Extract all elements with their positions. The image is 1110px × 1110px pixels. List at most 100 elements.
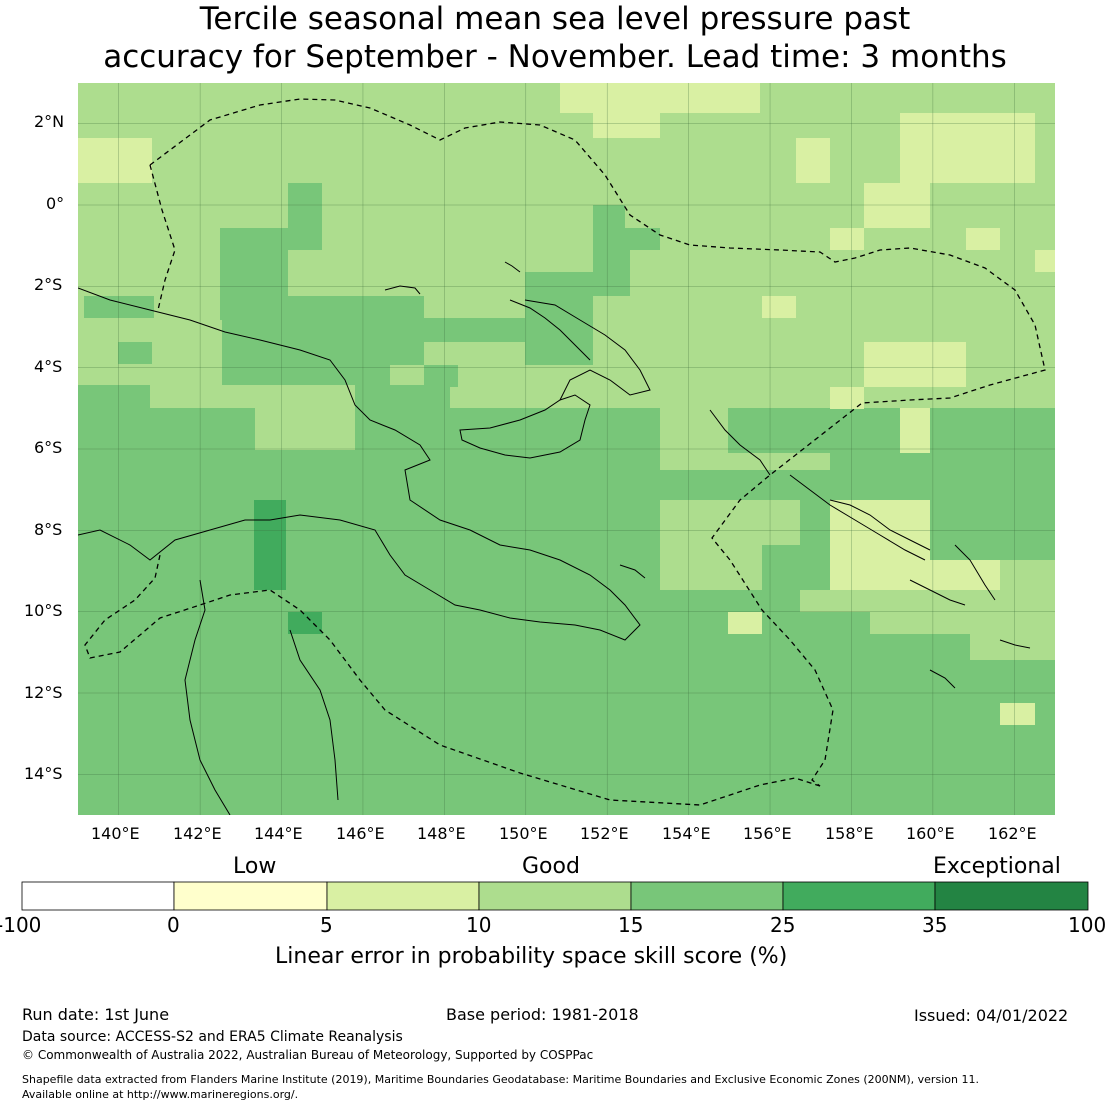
swatch-10-15 xyxy=(478,881,632,911)
medium-skill-patch xyxy=(84,296,154,318)
new-britain-coast xyxy=(524,299,651,401)
colorbar-tick: 25 xyxy=(770,913,796,937)
colorbar-tick: 15 xyxy=(618,913,644,937)
chart-title: Tercile seasonal mean sea level pressure… xyxy=(0,0,1110,76)
very-good-skill-patch xyxy=(254,500,286,590)
lon-tick-label: 152°E xyxy=(580,824,629,843)
small-island xyxy=(999,639,1031,649)
fair-patch xyxy=(830,387,864,409)
lat-tick-label: 4°S xyxy=(34,357,63,376)
fair-patch xyxy=(830,228,864,250)
medium-skill-patch xyxy=(288,183,322,205)
category-good: Good xyxy=(522,854,580,879)
png-eez-west xyxy=(149,164,176,311)
swatch-15-25 xyxy=(630,881,784,911)
category-exceptional: Exceptional xyxy=(933,854,1061,879)
data-source: Data source: ACCESS-S2 and ERA5 Climate … xyxy=(22,1029,403,1045)
fair-patch xyxy=(1035,250,1055,272)
png-eez-outer xyxy=(149,98,1046,787)
colorbar-tick: 5 xyxy=(320,913,333,937)
queensland-coast xyxy=(289,629,339,801)
medium-skill-patch xyxy=(1000,477,1034,499)
fair-patch xyxy=(728,612,762,634)
base-period: Base period: 1981-2018 xyxy=(446,1005,639,1024)
category-low: Low xyxy=(233,854,277,879)
fair-patch xyxy=(560,83,760,113)
title-line-2: accuracy for September - November. Lead … xyxy=(103,39,1007,75)
lon-tick-label: 140°E xyxy=(91,824,140,843)
small-island xyxy=(504,261,521,273)
lon-tick-label: 160°E xyxy=(906,824,955,843)
medium-skill-patch xyxy=(424,365,458,387)
graticule xyxy=(78,83,1055,815)
fair-patch xyxy=(966,228,1000,250)
huon-peninsula-coast xyxy=(459,394,591,459)
lat-tick-label: 10°S xyxy=(24,601,63,620)
medium-skill-region xyxy=(220,205,660,385)
colorbar-tick: 0 xyxy=(167,913,180,937)
guadalcanal-coast xyxy=(909,579,966,606)
copyright: © Commonwealth of Australia 2022, Austra… xyxy=(22,1048,594,1062)
fair-patch xyxy=(864,342,966,387)
colorbar-tick: 10 xyxy=(466,913,492,937)
lon-tick-label: 142°E xyxy=(173,824,222,843)
fair-patch xyxy=(1000,703,1035,725)
shapefile-url: Available online at http://www.marinereg… xyxy=(22,1088,299,1101)
cape-york-coast xyxy=(184,579,231,815)
swatch-25-35 xyxy=(782,881,936,911)
lat-tick-label: 12°S xyxy=(24,683,63,702)
lon-tick-label: 154°E xyxy=(662,824,711,843)
colorbar-tick: 100 xyxy=(1068,913,1107,937)
colorbar-label: Linear error in probability space skill … xyxy=(275,944,788,969)
new-guinea-coast xyxy=(78,287,641,641)
fair-patch xyxy=(864,183,930,228)
lon-tick-label: 158°E xyxy=(825,824,874,843)
malaita-coast xyxy=(954,544,996,601)
fair-patch xyxy=(900,113,1035,183)
medium-skill-patch xyxy=(932,477,966,522)
lat-tick-label: 14°S xyxy=(24,764,63,783)
new-britain-coast-2 xyxy=(509,299,591,361)
lat-tick-label: 2°S xyxy=(34,275,63,294)
swatch-0-5 xyxy=(173,881,328,911)
lon-tick-label: 162°E xyxy=(988,824,1037,843)
fair-patch xyxy=(762,296,796,318)
swatch-5-10 xyxy=(326,881,480,911)
lon-tick-label: 156°E xyxy=(743,824,792,843)
swatch-35-100 xyxy=(934,881,1089,911)
title-line-1: Tercile seasonal mean sea level pressure… xyxy=(199,1,911,37)
issued-date: Issued: 04/01/2022 xyxy=(914,1006,1069,1025)
coastlines xyxy=(78,261,1031,815)
shapefile-credit: Shapefile data extracted from Flanders M… xyxy=(22,1073,979,1086)
lat-tick-label: 6°S xyxy=(34,438,63,457)
lat-tick-label: 8°S xyxy=(34,520,63,539)
small-island xyxy=(619,564,646,579)
very-good-skill-patch xyxy=(288,612,322,634)
medium-skill-patch xyxy=(728,408,830,453)
fair-patch xyxy=(930,560,1000,590)
eez-boundary xyxy=(84,98,1046,806)
lat-tick-label: 2°N xyxy=(34,112,65,131)
fair-patch xyxy=(78,138,152,183)
lon-tick-label: 144°E xyxy=(254,824,303,843)
lat-tick-label: 0° xyxy=(46,194,65,213)
lon-tick-label: 148°E xyxy=(417,824,466,843)
run-date: Run date: 1st June xyxy=(22,1005,170,1024)
swatch-below-zero xyxy=(21,881,175,911)
choiseul-coast xyxy=(789,474,926,561)
medium-skill-patch xyxy=(118,342,152,364)
bougainville-coast xyxy=(709,409,771,476)
colorbar-tick: 35 xyxy=(922,913,948,937)
lon-tick-label: 150°E xyxy=(499,824,548,843)
colorbar-tick: -100 xyxy=(0,913,42,937)
small-island xyxy=(929,669,956,689)
lon-tick-label: 146°E xyxy=(336,824,385,843)
fair-patch xyxy=(796,138,830,183)
medium-skill-patch xyxy=(762,545,830,590)
santa-isabel-coast xyxy=(829,499,931,551)
small-island xyxy=(384,285,421,295)
colorbar-swatches xyxy=(21,881,1089,911)
fair-patch xyxy=(593,113,660,138)
fair-patch xyxy=(900,408,930,453)
